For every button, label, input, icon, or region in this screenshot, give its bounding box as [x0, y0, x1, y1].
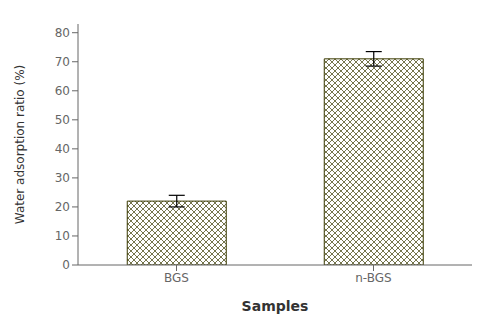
- svg-text:40: 40: [55, 142, 70, 156]
- svg-text:60: 60: [55, 84, 70, 98]
- svg-text:Water adsorption ratio (%): Water adsorption ratio (%): [13, 65, 27, 224]
- svg-text:70: 70: [55, 55, 70, 69]
- svg-text:80: 80: [55, 26, 70, 40]
- svg-text:0: 0: [62, 258, 70, 272]
- svg-text:20: 20: [55, 200, 70, 214]
- svg-text:Samples: Samples: [242, 298, 309, 314]
- svg-text:30: 30: [55, 171, 70, 185]
- svg-text:10: 10: [55, 229, 70, 243]
- svg-text:50: 50: [55, 113, 70, 127]
- svg-text:n-BGS: n-BGS: [355, 271, 391, 285]
- svg-text:BGS: BGS: [164, 271, 189, 285]
